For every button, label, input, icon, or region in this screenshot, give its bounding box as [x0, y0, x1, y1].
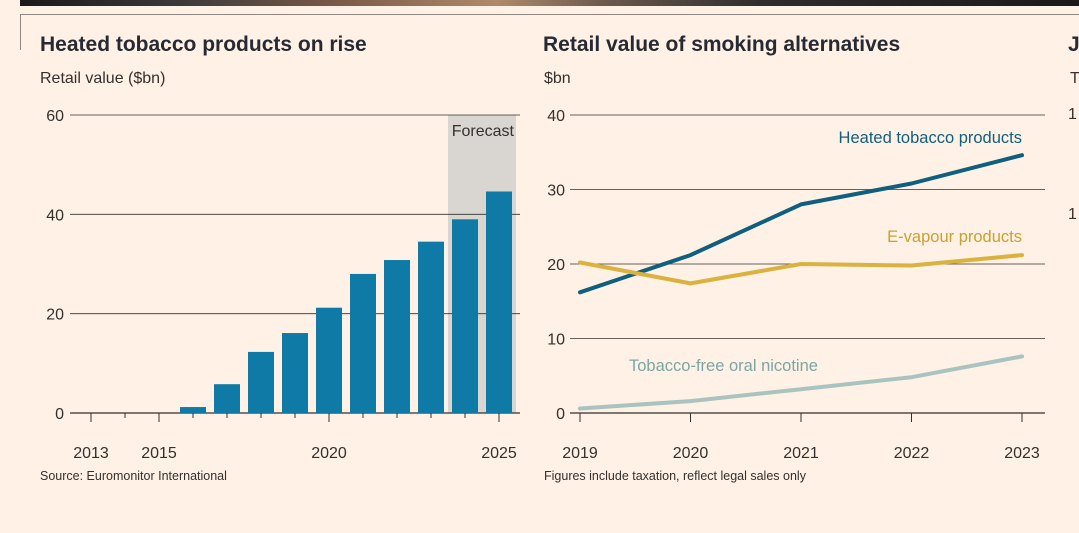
bar-2020: [316, 307, 342, 413]
y-tick-label: 20: [547, 257, 565, 274]
y-tick-label: 40: [547, 108, 565, 125]
bar-2022: [384, 260, 410, 413]
chart2-note: Figures include taxation, reflect legal …: [544, 469, 806, 483]
y-tick-label: 0: [55, 406, 64, 423]
series-label-e-vapour: E-vapour products: [887, 228, 1022, 246]
bar-2017: [214, 384, 240, 413]
y-tick-label: 0: [556, 406, 565, 423]
bar-2023: [418, 241, 444, 413]
left-rule: [20, 14, 21, 50]
y-tick-label: 30: [547, 183, 565, 200]
x-tick-label: 2020: [311, 445, 347, 462]
top-rule: [20, 14, 1079, 15]
x-tick-label: 2021: [783, 445, 819, 462]
series-label-oral-nicotine: Tobacco-free oral nicotine: [629, 357, 818, 375]
chart3-tick-fragment: 1: [1068, 206, 1077, 223]
chart1-title: Heated tobacco products on rise: [40, 33, 367, 56]
series-line-oral-nicotine: [578, 354, 1024, 411]
bar-2021: [350, 273, 376, 413]
series-label-heated-tobacco: Heated tobacco products: [839, 129, 1022, 147]
x-tick-label: 2015: [141, 445, 177, 462]
smoking-alternatives-line-chart: 0 10 20 30 40 2019 2020 2021 2022 2023 Heated toba…: [547, 108, 1045, 462]
chart3-tick-fragment: 1: [1068, 106, 1077, 123]
series-line-e-vapour: [578, 253, 1024, 286]
x-tick-label: 2013: [73, 445, 109, 462]
x-tick-label: 2019: [562, 445, 598, 462]
x-tick-label: 2023: [1004, 445, 1040, 462]
bar-2016: [180, 407, 206, 413]
bar-2019: [282, 333, 308, 413]
header-photo-strip: [20, 0, 1079, 6]
y-tick-label: 20: [46, 307, 64, 324]
chart2-ylabel: $bn: [544, 70, 571, 87]
bar-2024: [452, 219, 478, 413]
y-tick-label: 40: [46, 207, 64, 224]
bar-2018: [248, 351, 274, 413]
y-tick-label: 10: [547, 332, 565, 349]
forecast-label: Forecast: [452, 123, 515, 140]
heated-tobacco-bar-chart: 0 20 40 60 Forecast 2013 2015 2020 2025: [46, 108, 520, 462]
y-tick-label: 60: [46, 108, 64, 125]
series-line-heated-tobacco: [578, 153, 1024, 295]
bar-2025: [486, 191, 512, 413]
x-tick-label: 2022: [894, 445, 930, 462]
chart1-ylabel: Retail value ($bn): [40, 70, 166, 87]
chart1-source: Source: Euromonitor International: [40, 469, 227, 483]
chart3-subtitle-fragment: T: [1070, 70, 1079, 87]
x-tick-label: 2025: [481, 445, 517, 462]
chart3-title-fragment: J: [1068, 33, 1079, 56]
chart2-title: Retail value of smoking alternatives: [543, 33, 901, 56]
x-tick-label: 2020: [673, 445, 709, 462]
